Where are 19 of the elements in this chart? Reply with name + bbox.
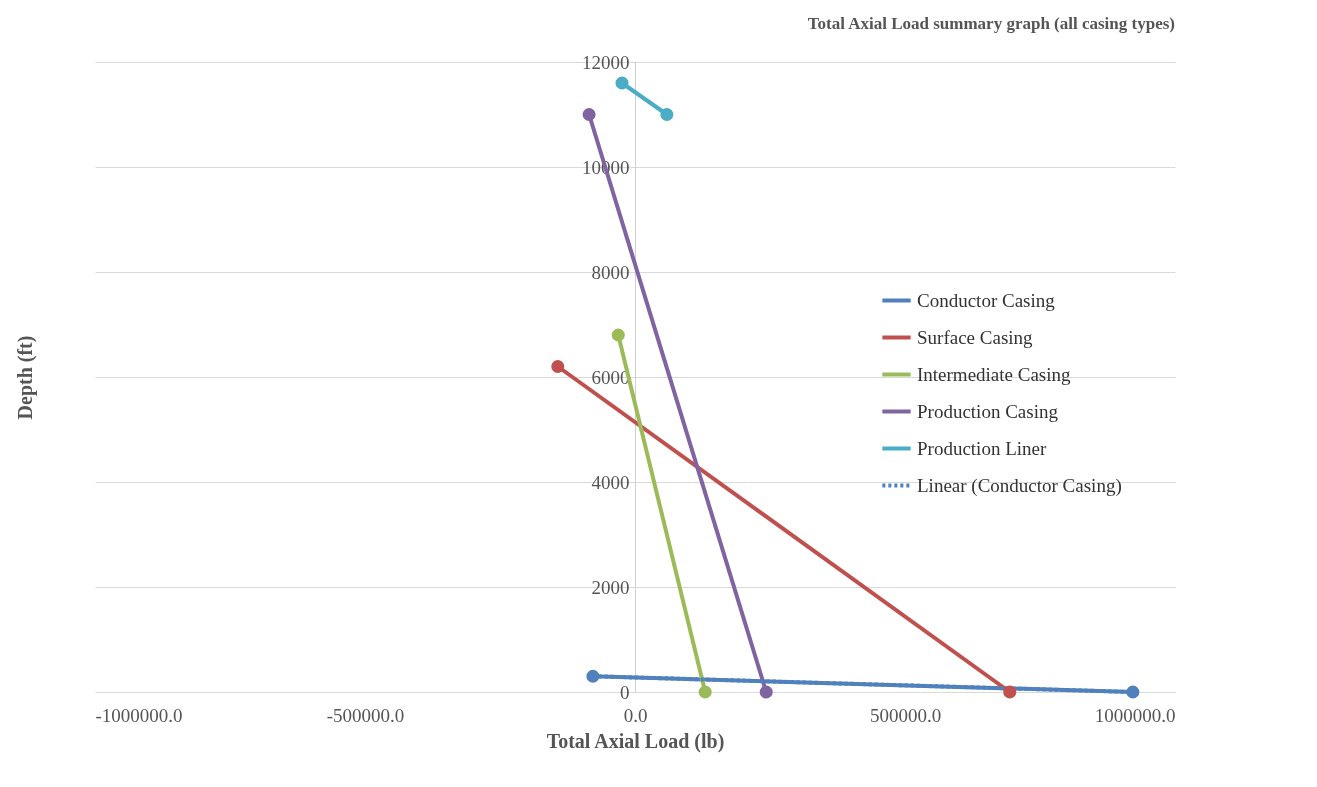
y-tick-label: 0 (620, 681, 630, 703)
legend-label: Production Liner (917, 437, 1047, 459)
y-tick-label: 4000 (591, 471, 630, 493)
x-axis-title: Total Axial Load (lb) (546, 729, 725, 753)
legend-label: Conductor Casing (917, 289, 1056, 311)
legend-label: Intermediate Casing (917, 363, 1072, 385)
x-tick-label: -500000.0 (326, 704, 405, 726)
y-axis-title: Depth (ft) (13, 335, 37, 420)
y-tick-label: 2000 (591, 576, 630, 598)
x-tick-label: 0.0 (623, 704, 648, 726)
x-tick-label: 1000000.0 (1094, 704, 1176, 726)
legend-label: Production Casing (917, 400, 1059, 422)
y-tick-label: 12000 (582, 51, 630, 73)
chart-title: Total Axial Load summary graph (all casing types) (807, 14, 1175, 33)
legend-label: Surface Casing (917, 326, 1034, 348)
x-tick-label: 500000.0 (869, 704, 942, 726)
x-tick-label: -1000000.0 (95, 704, 183, 726)
y-tick-label: 8000 (591, 261, 630, 283)
legend-label: Linear (Conductor Casing) (917, 474, 1122, 497)
